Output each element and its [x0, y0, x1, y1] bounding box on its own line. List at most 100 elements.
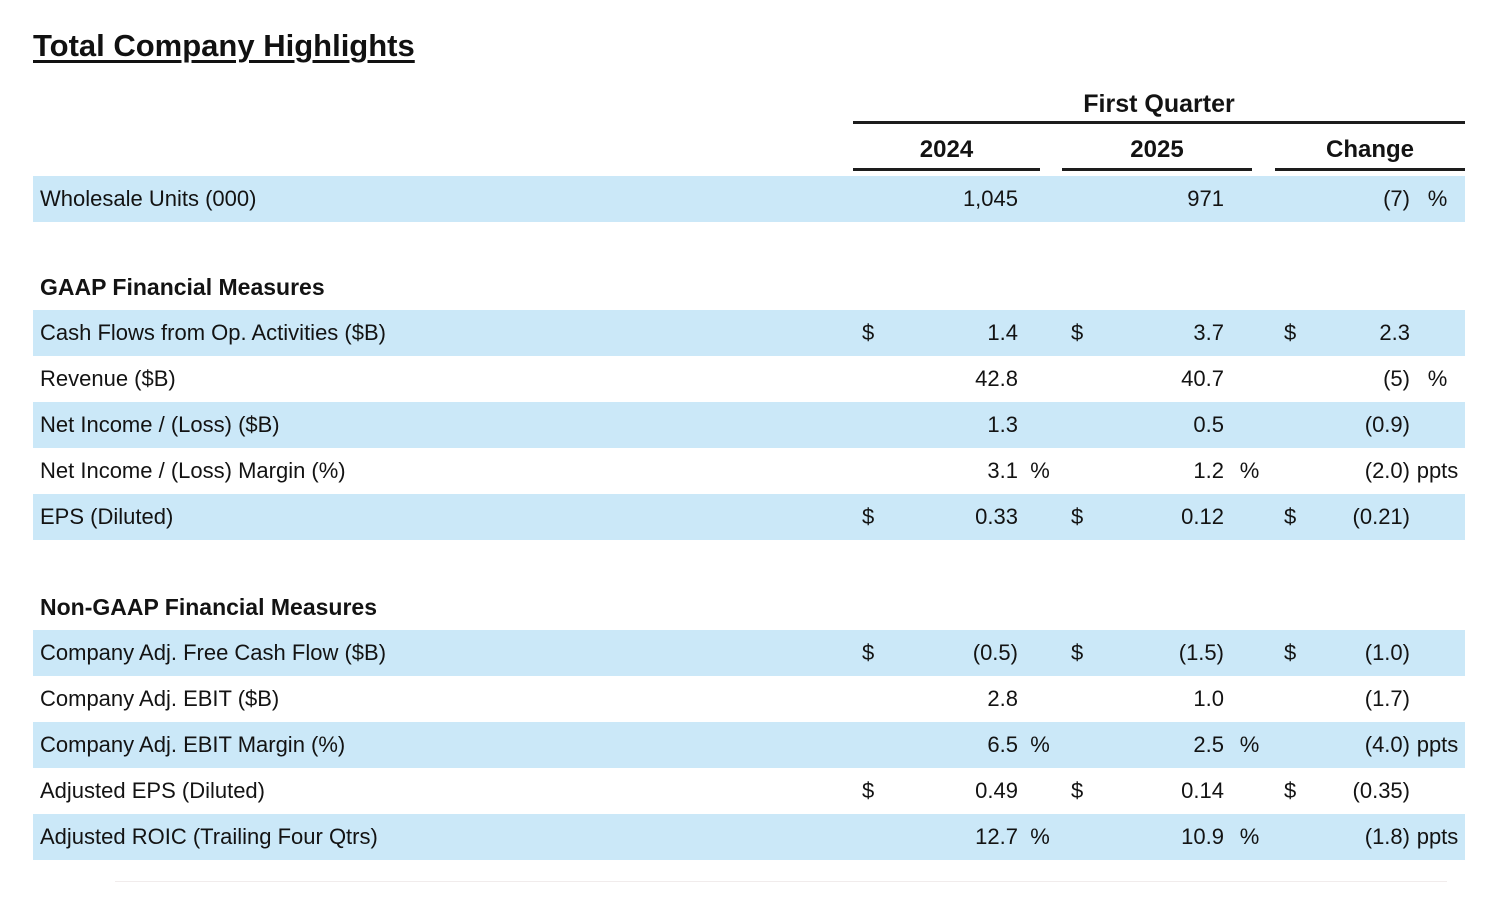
value-change: (4.0) [1364, 732, 1410, 757]
value-change: (1.8) [1364, 824, 1410, 849]
table-row: Company Adj. EBIT Margin (%) 6.5 % 2.5 %… [33, 722, 1465, 768]
page-edge-line [115, 881, 1447, 882]
row-label: Company Adj. EBIT Margin (%) [40, 732, 346, 757]
value-change: (5) [1383, 366, 1410, 391]
unit-suffix-change [1410, 768, 1465, 814]
value-change: (2.0) [1364, 458, 1410, 483]
table-row: Company Adj. EBIT ($B) 2.8 1.0 (1.7) [33, 676, 1465, 722]
unit-suffix-change [1410, 494, 1465, 540]
column-header-change: Change [1325, 136, 1414, 163]
unit-suffix-2025 [1224, 768, 1275, 814]
unit-suffix-2025 [1224, 676, 1275, 722]
currency-symbol-change: $ [1284, 640, 1297, 665]
currency-symbol-2024: $ [862, 640, 875, 665]
currency-symbol-2024 [853, 356, 885, 402]
unit-suffix-change: ppts [1416, 732, 1459, 757]
value-change: (1.0) [1364, 640, 1410, 665]
unit-suffix-2025: % [1239, 824, 1260, 849]
unit-suffix-2025 [1224, 494, 1275, 540]
page-title: Total Company Highlights [33, 28, 415, 63]
value-2025: 1.0 [1193, 686, 1224, 711]
currency-symbol-2024: $ [862, 320, 875, 345]
value-2024: 1.4 [987, 320, 1018, 345]
column-rule-2025 [1062, 168, 1252, 171]
value-change: (1.7) [1364, 686, 1410, 711]
row-label: Net Income / (Loss) ($B) [40, 412, 280, 437]
unit-suffix-change [1410, 630, 1465, 676]
value-2024: 6.5 [987, 732, 1018, 757]
table-section: Wholesale Units (000) 1,045 971 (7) % [33, 176, 1465, 222]
column-group-header: First Quarter [1083, 90, 1235, 118]
currency-symbol-change: $ [1284, 504, 1297, 529]
row-label: Net Income / (Loss) Margin (%) [40, 458, 346, 483]
row-label: Adjusted EPS (Diluted) [40, 778, 265, 803]
currency-symbol-2024: $ [862, 778, 875, 803]
currency-symbol-change [1275, 814, 1307, 860]
unit-suffix-2024 [1018, 356, 1062, 402]
row-label: Wholesale Units (000) [40, 186, 257, 211]
table-row: Company Adj. Free Cash Flow ($B) $ (0.5)… [33, 630, 1465, 676]
row-label: Company Adj. EBIT ($B) [40, 686, 280, 711]
unit-suffix-change [1410, 310, 1465, 356]
currency-symbol-2024: $ [862, 504, 875, 529]
table-section: Non-GAAP Financial Measures Company Adj.… [33, 590, 1465, 860]
value-2024: 0.33 [975, 504, 1018, 529]
unit-suffix-change [1410, 402, 1465, 448]
currency-symbol-change: $ [1284, 778, 1297, 803]
table-row: Cash Flows from Op. Activities ($B) $ 1.… [33, 310, 1465, 356]
currency-symbol-2024 [853, 402, 885, 448]
value-2025: 3.7 [1193, 320, 1224, 345]
section-heading-text: GAAP Financial Measures [40, 274, 325, 300]
unit-suffix-change: % [1427, 186, 1448, 211]
currency-symbol-change: $ [1284, 320, 1297, 345]
currency-symbol-change [1275, 402, 1307, 448]
currency-symbol-2025: $ [1071, 320, 1084, 345]
value-2025: 971 [1187, 186, 1224, 211]
value-2024: (0.5) [972, 640, 1018, 665]
unit-suffix-2025 [1224, 176, 1275, 222]
unit-suffix-2024 [1018, 402, 1062, 448]
currency-symbol-2025 [1062, 722, 1094, 768]
section-heading-text: Non-GAAP Financial Measures [40, 594, 377, 620]
currency-symbol-2024 [853, 448, 885, 494]
value-change: 2.3 [1379, 320, 1410, 345]
table-row: Net Income / (Loss) ($B) 1.3 0.5 (0.9) [33, 402, 1465, 448]
row-label: Adjusted ROIC (Trailing Four Qtrs) [40, 824, 378, 849]
currency-symbol-change [1275, 356, 1307, 402]
value-2025: 0.12 [1181, 504, 1224, 529]
unit-suffix-2024: % [1030, 732, 1050, 757]
value-2024: 1,045 [962, 186, 1018, 211]
column-header-2025: 2025 [1130, 136, 1184, 163]
unit-suffix-2025: % [1239, 732, 1260, 757]
table-row: Wholesale Units (000) 1,045 971 (7) % [33, 176, 1465, 222]
value-2024: 2.8 [987, 686, 1018, 711]
highlights-table: First Quarter 2024 2025 Change Wholesale… [33, 0, 1465, 900]
value-2025: 1.2 [1193, 458, 1224, 483]
value-2024: 0.49 [975, 778, 1018, 803]
value-change: (0.9) [1364, 412, 1410, 437]
currency-symbol-change [1275, 676, 1307, 722]
currency-symbol-2025 [1062, 176, 1094, 222]
currency-symbol-2025: $ [1071, 640, 1084, 665]
unit-suffix-2024: % [1030, 824, 1050, 849]
value-2024: 42.8 [975, 366, 1018, 391]
unit-suffix-2025 [1224, 310, 1275, 356]
column-rule-2024 [853, 168, 1040, 171]
table-row: Net Income / (Loss) Margin (%) 3.1 % 1.2… [33, 448, 1465, 494]
unit-suffix-2024 [1018, 630, 1062, 676]
unit-suffix-2024 [1018, 494, 1062, 540]
table-row: Adjusted ROIC (Trailing Four Qtrs) 12.7 … [33, 814, 1465, 860]
currency-symbol-2024 [853, 814, 885, 860]
section-heading: GAAP Financial Measures [33, 270, 1465, 310]
value-2025: 0.14 [1181, 778, 1224, 803]
value-change: (7) [1383, 186, 1410, 211]
currency-symbol-2024 [853, 176, 885, 222]
table-row: Adjusted EPS (Diluted) $ 0.49 $ 0.14 $ (… [33, 768, 1465, 814]
header-top-rule [853, 121, 1465, 124]
currency-symbol-2025: $ [1071, 778, 1084, 803]
unit-suffix-2024 [1018, 310, 1062, 356]
value-2025: 10.9 [1181, 824, 1224, 849]
value-2024: 12.7 [975, 824, 1018, 849]
value-2025: 0.5 [1193, 412, 1224, 437]
unit-suffix-2025: % [1239, 458, 1260, 483]
